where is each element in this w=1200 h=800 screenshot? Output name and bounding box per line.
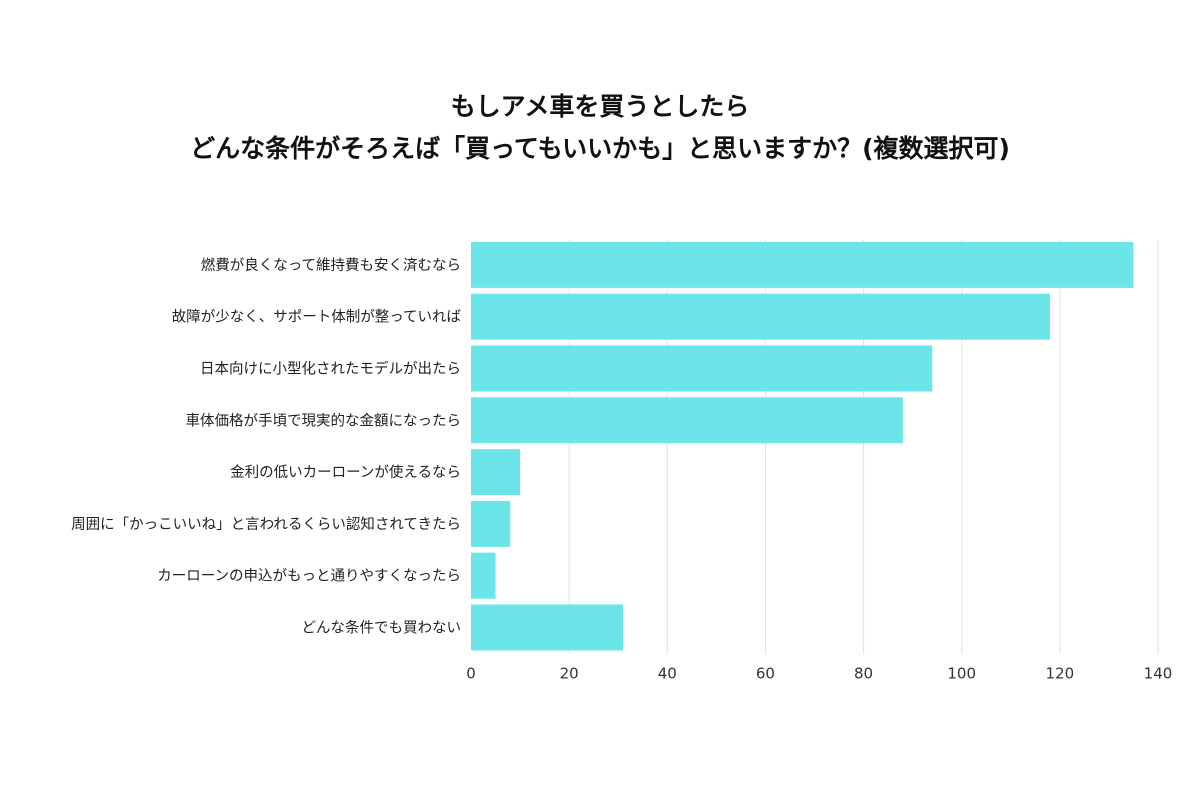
x-tick-label: 40: [658, 664, 677, 682]
x-tick-label: 100: [947, 664, 976, 682]
category-label: カーローンの申込がもっと通りやすくなったら: [157, 568, 461, 585]
category-label: 燃費が良くなって維持費も安く済むなら: [201, 256, 461, 274]
category-label: 日本向けに小型化されたモデルが出たら: [200, 360, 461, 378]
x-axis-ticks: 0 20 40 60 80 100 120 140: [466, 664, 1172, 682]
bar: [471, 449, 521, 496]
chart-title-line-2: どんな条件がそろえば「買ってもいいかも」と思いますか？(複数選択可): [190, 134, 1010, 163]
category-label: どんな条件でも買わない: [302, 620, 462, 637]
category-labels: 燃費が良くなって維持費も安く済むなら故障が少なく、サポート体制が整っていれば日本…: [71, 256, 461, 637]
x-tick-label: 80: [854, 664, 873, 682]
bar: [471, 604, 624, 651]
bar: [471, 500, 511, 547]
chart-title: もしアメ車を買うとしたら どんな条件がそろえば「買ってもいいかも」と思いますか？…: [0, 86, 1200, 170]
category-label: 周囲に「かっこいいね」と言われるくらい認知されてきたら: [71, 516, 461, 533]
bar: [471, 552, 496, 599]
x-tick-label: 20: [560, 664, 579, 682]
category-label: 車体価格が手頃で現実的な金額になったら: [186, 412, 462, 429]
bar: [471, 241, 1134, 288]
bar: [471, 397, 903, 444]
category-label: 故障が少なく、サポート体制が整っていれば: [172, 308, 462, 326]
bar: [471, 345, 933, 392]
x-tick-label: 0: [466, 664, 476, 682]
x-tick-label: 140: [1144, 664, 1173, 682]
x-tick-label: 120: [1046, 664, 1075, 682]
x-tick-label: 60: [756, 664, 775, 682]
chart-title-line-1: もしアメ車を買うとしたら: [450, 92, 750, 121]
bar: [471, 293, 1051, 340]
bars: [471, 241, 1134, 651]
category-label: 金利の低いカーローンが使えるなら: [230, 464, 461, 481]
